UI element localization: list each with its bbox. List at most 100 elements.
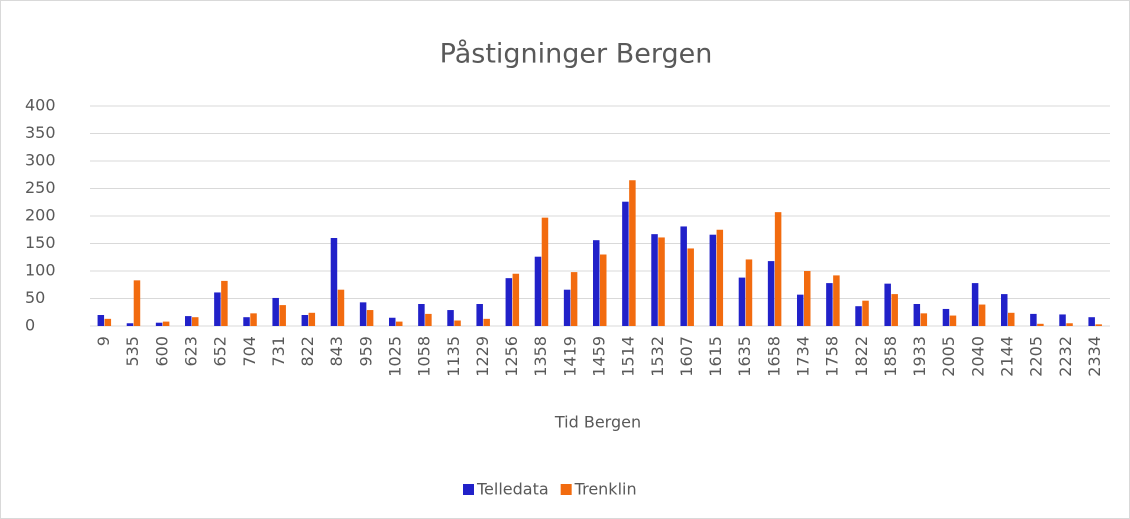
bar xyxy=(418,304,425,326)
legend-swatch xyxy=(560,484,572,495)
x-tick-label: 1229 xyxy=(473,336,492,377)
bar xyxy=(709,234,717,326)
x-tick-label: 2334 xyxy=(1085,336,1104,377)
bar xyxy=(505,278,513,326)
x-tick-label: 1025 xyxy=(386,336,405,377)
x-tick-label: 704 xyxy=(240,336,259,367)
bar xyxy=(447,310,454,326)
bar xyxy=(658,237,665,326)
bar xyxy=(745,259,753,326)
bar xyxy=(272,297,279,326)
x-tick-label: 1822 xyxy=(852,336,871,377)
bar xyxy=(308,312,316,326)
bar xyxy=(622,201,629,326)
x-tick-label: 1658 xyxy=(764,336,783,377)
bar xyxy=(862,300,869,326)
bar xyxy=(126,323,134,326)
bar xyxy=(913,304,921,326)
x-tick-label: 1514 xyxy=(619,336,638,377)
bar xyxy=(366,310,374,326)
bar xyxy=(396,321,403,326)
x-tick-label: 600 xyxy=(152,336,171,367)
bar xyxy=(1008,312,1015,326)
bar xyxy=(563,289,571,326)
bar xyxy=(389,317,396,326)
x-tick-label: 731 xyxy=(269,336,288,367)
bar xyxy=(570,272,578,326)
x-tick-label: 843 xyxy=(327,336,346,367)
y-tick-label: 400 xyxy=(25,96,56,115)
bar xyxy=(942,308,950,326)
bar xyxy=(250,313,257,326)
bar xyxy=(949,315,957,326)
y-tick-label: 150 xyxy=(25,233,56,252)
y-tick-label: 350 xyxy=(25,123,56,142)
bar xyxy=(826,283,833,326)
x-tick-label: 1419 xyxy=(560,336,579,377)
bar xyxy=(359,302,367,326)
y-tick-label: 200 xyxy=(25,206,56,225)
x-axis-title: Tid Bergen xyxy=(554,413,641,432)
x-tick-label: 1135 xyxy=(444,336,463,377)
bar xyxy=(600,254,607,326)
x-tick-label: 2232 xyxy=(1056,336,1075,377)
legend-label: Trenklin xyxy=(574,480,637,499)
bar xyxy=(337,289,345,326)
x-tick-label: 959 xyxy=(356,336,375,367)
bar xyxy=(162,321,170,326)
x-tick-label: 9 xyxy=(94,336,113,346)
bar xyxy=(97,315,105,326)
bar xyxy=(833,275,840,326)
legend-swatch xyxy=(463,484,474,495)
y-tick-label: 250 xyxy=(25,178,56,197)
bar xyxy=(1030,313,1037,326)
bar xyxy=(301,315,309,326)
bar xyxy=(512,273,520,326)
bar xyxy=(1059,314,1066,326)
bar xyxy=(454,320,461,326)
x-tick-label: 1256 xyxy=(502,336,521,377)
x-tick-label: 1734 xyxy=(794,336,813,377)
x-tick-label: 1532 xyxy=(648,336,667,377)
bar xyxy=(214,292,221,326)
bar xyxy=(1095,324,1102,326)
x-tick-label: 1758 xyxy=(823,336,842,377)
bar xyxy=(425,313,432,326)
x-tick-label: 535 xyxy=(123,336,142,367)
x-tick-label: 1635 xyxy=(735,336,754,377)
bar xyxy=(978,304,986,326)
bar xyxy=(804,271,811,326)
bar xyxy=(687,248,694,326)
bar xyxy=(534,256,542,326)
y-tick-label: 300 xyxy=(25,151,56,170)
x-tick-label: 1358 xyxy=(531,336,550,377)
bar xyxy=(1088,317,1095,326)
bar xyxy=(1066,323,1073,326)
bar xyxy=(855,306,862,326)
chart-title: Påstigninger Bergen xyxy=(440,39,713,70)
x-tick-label: 1058 xyxy=(415,336,434,377)
y-tick-label: 100 xyxy=(25,261,56,280)
bar xyxy=(155,322,163,326)
bar xyxy=(629,180,636,326)
bar xyxy=(133,280,141,326)
bar xyxy=(1001,294,1008,326)
x-tick-label: 1933 xyxy=(910,336,929,377)
y-tick-label: 0 xyxy=(25,316,35,335)
x-tick-label: 1459 xyxy=(590,336,609,377)
bar xyxy=(330,238,338,326)
bar xyxy=(891,294,898,326)
bar xyxy=(971,283,979,326)
x-tick-label: 2205 xyxy=(1027,336,1046,377)
bar xyxy=(797,294,804,326)
x-tick-label: 1607 xyxy=(677,336,696,377)
y-tick-label: 50 xyxy=(25,288,45,307)
x-tick-label: 1615 xyxy=(706,336,725,377)
bar xyxy=(476,304,483,326)
bar xyxy=(221,280,228,326)
bar xyxy=(483,318,490,326)
bar xyxy=(1037,323,1044,326)
bar xyxy=(192,317,199,326)
bar xyxy=(680,226,687,326)
